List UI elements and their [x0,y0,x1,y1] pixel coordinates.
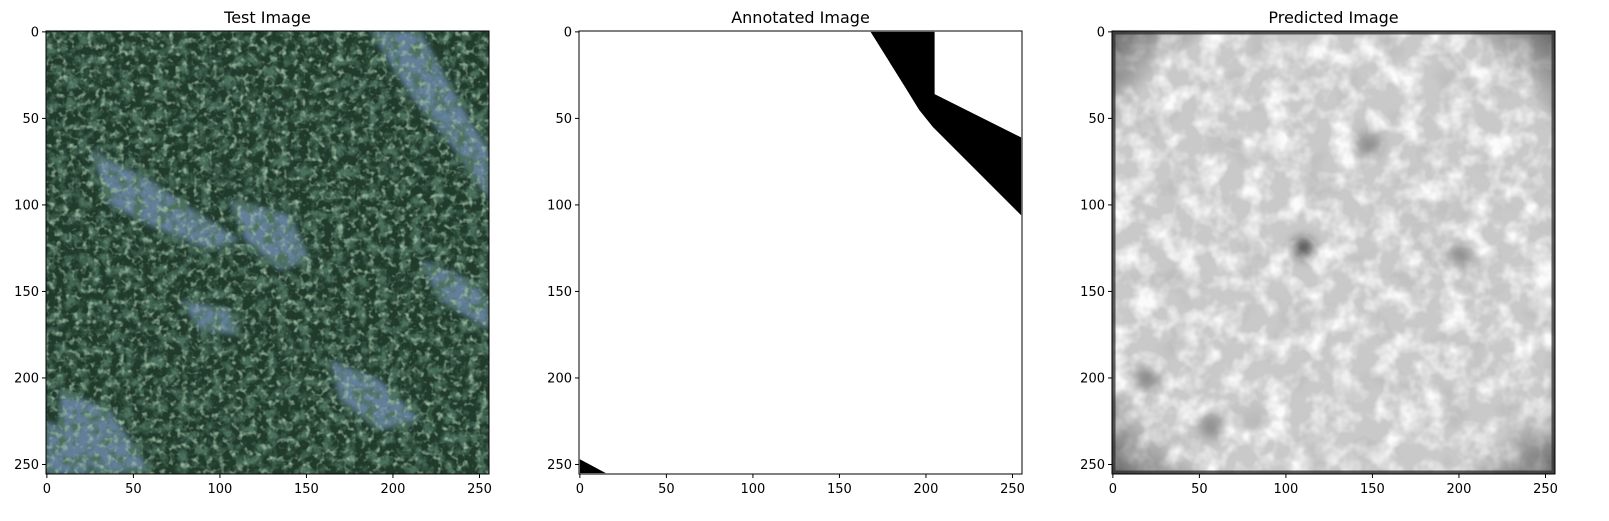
y-axis: 0 50 100 150 200 250 [1080,25,1112,473]
x-tick-label: 150 [1360,482,1385,497]
y-tick-label: 50 [555,112,572,127]
y-tick-label: 0 [31,25,39,40]
y-tick-label: 100 [547,198,572,213]
x-axis: 0 50 100 150 200 250 [576,474,1025,497]
y-tick-label: 200 [14,371,39,386]
y-tick-label: 200 [547,371,572,386]
y-tick-label: 150 [14,285,39,300]
x-tick-label: 0 [576,482,584,497]
annotated-mask-raster [579,31,1022,474]
y-tick-label: 0 [1097,25,1105,40]
panel-title: Test Image [223,8,311,27]
x-tick-label: 100 [740,482,765,497]
x-tick-label: 250 [1000,482,1025,497]
x-tick-label: 50 [125,482,142,497]
y-tick-label: 250 [14,458,39,473]
y-tick-label: 50 [1088,112,1105,127]
y-axis: 0 50 100 150 200 250 [547,25,579,473]
x-tick-label: 100 [207,482,232,497]
x-axis: 0 50 100 150 200 250 [43,474,492,497]
x-tick-label: 100 [1273,482,1298,497]
axes-frame [578,30,1023,475]
panel-title: Predicted Image [1268,8,1398,27]
x-tick-label: 50 [658,482,675,497]
y-tick-label: 250 [547,458,572,473]
x-tick-label: 150 [294,482,319,497]
y-tick-label: 100 [1080,198,1105,213]
y-tick-label: 0 [564,25,572,40]
y-axis: 0 50 100 150 200 250 [14,25,46,473]
x-tick-label: 0 [43,482,51,497]
x-tick-label: 0 [1109,482,1117,497]
test-image-panel: Test Image 0 50 100 150 200 250 0 50 100 150 200 2… [14,8,492,497]
x-tick-label: 250 [467,482,492,497]
predicted-image-panel: Predicted Image 0 50 100 150 200 250 0 50 100 15… [1080,8,1558,497]
mask-region [579,459,606,474]
x-tick-label: 200 [381,482,406,497]
panel-title: Annotated Image [731,8,870,27]
mask-region [870,31,1022,216]
x-tick-label: 250 [1533,482,1558,497]
test-image-raster [46,31,489,474]
predicted-image-raster [1112,31,1555,474]
annotated-image-panel: Annotated Image 0 50 100 150 200 250 0 50 100 15… [547,8,1025,497]
y-tick-label: 150 [1080,285,1105,300]
y-tick-label: 50 [22,112,39,127]
axes-frame [45,30,490,475]
y-tick-label: 250 [1080,458,1105,473]
x-tick-label: 50 [1191,482,1208,497]
x-tick-label: 150 [827,482,852,497]
x-tick-label: 200 [914,482,939,497]
axes-frame [1111,30,1556,475]
y-tick-label: 200 [1080,371,1105,386]
y-tick-label: 100 [14,198,39,213]
x-axis: 0 50 100 150 200 250 [1109,474,1558,497]
x-tick-label: 200 [1447,482,1472,497]
y-tick-label: 150 [547,285,572,300]
mask-background [579,31,1022,474]
